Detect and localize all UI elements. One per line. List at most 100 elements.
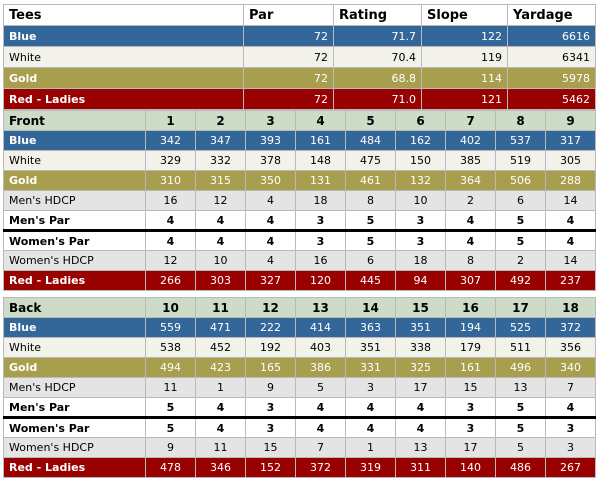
hole-value: 342 (146, 131, 196, 151)
row-label: Women's Par (4, 418, 146, 438)
summary-header-row: Tees Par Rating Slope Yardage (4, 5, 596, 26)
hole-value: 356 (546, 338, 596, 358)
hole-value: 16 (146, 191, 196, 211)
hole-value: 4 (246, 231, 296, 251)
hole-value: 311 (396, 458, 446, 478)
hole-value: 120 (296, 271, 346, 291)
hole-value: 3 (246, 418, 296, 438)
hole-value: 305 (546, 151, 596, 171)
hole-value: 393 (246, 131, 296, 151)
hole-number: 10 (146, 298, 196, 318)
row-label: Women's Par (4, 231, 146, 251)
hole-value: 10 (196, 251, 246, 271)
hole-value: 452 (196, 338, 246, 358)
row-label: Red - Ladies (4, 271, 146, 291)
hole-value: 9 (246, 378, 296, 398)
row-label: Blue (4, 131, 146, 151)
hole-number: 15 (396, 298, 446, 318)
hole-value: 386 (296, 358, 346, 378)
hole-number: 7 (446, 111, 496, 131)
hole-value: 132 (396, 171, 446, 191)
row-label: Women's HDCP (4, 438, 146, 458)
hole-value: 364 (446, 171, 496, 191)
header-slope: Slope (422, 5, 508, 26)
hole-value: 3 (546, 438, 596, 458)
tee-slope: 119 (422, 47, 508, 68)
hole-value: 14 (546, 251, 596, 271)
hole-value: 310 (146, 171, 196, 191)
tee-name: Blue (4, 26, 244, 47)
hole-value: 13 (396, 438, 446, 458)
hole-value: 372 (546, 318, 596, 338)
row-label: Gold (4, 358, 146, 378)
row-label: Men's Par (4, 211, 146, 231)
tee-rating: 71.7 (334, 26, 422, 47)
hole-value: 5 (146, 418, 196, 438)
row-label: White (4, 151, 146, 171)
hole-value: 4 (546, 398, 596, 418)
hole-value: 165 (246, 358, 296, 378)
hole-value: 8 (446, 251, 496, 271)
hole-number: 8 (496, 111, 546, 131)
row-label: Men's HDCP (4, 191, 146, 211)
hole-value: 4 (446, 211, 496, 231)
hole-value: 331 (346, 358, 396, 378)
hole-value: 7 (546, 378, 596, 398)
hole-value: 14 (546, 191, 596, 211)
hole-value: 4 (196, 211, 246, 231)
hole-value: 519 (496, 151, 546, 171)
red-ladies-tee-row: Red - Ladies 266 303 327 120 445 94 307 492 237 (4, 271, 596, 291)
header-yardage: Yardage (508, 5, 596, 26)
hole-value: 303 (196, 271, 246, 291)
hole-value: 4 (546, 231, 596, 251)
hole-number: 11 (196, 298, 246, 318)
hole-value: 148 (296, 151, 346, 171)
hole-value: 3 (246, 398, 296, 418)
hole-value: 192 (246, 338, 296, 358)
tee-rating: 70.4 (334, 47, 422, 68)
hole-value: 4 (246, 191, 296, 211)
tee-par: 72 (244, 26, 334, 47)
hole-value: 4 (196, 231, 246, 251)
hole-value: 15 (446, 378, 496, 398)
hole-value: 4 (446, 231, 496, 251)
tee-summary-table: Tees Par Rating Slope Yardage Blue 72 71… (3, 4, 596, 110)
hole-value: 492 (496, 271, 546, 291)
hole-value: 5 (296, 378, 346, 398)
hole-value: 525 (496, 318, 546, 338)
row-label: Blue (4, 318, 146, 338)
hole-number: 1 (146, 111, 196, 131)
hole-value: 3 (296, 211, 346, 231)
front-title: Front (4, 111, 146, 131)
hole-value: 346 (196, 458, 246, 478)
hole-value: 161 (296, 131, 346, 151)
row-label: Men's HDCP (4, 378, 146, 398)
womens-handicap-row: Women's HDCP 9 11 15 7 1 13 17 5 3 (4, 438, 596, 458)
tee-par: 72 (244, 89, 334, 110)
hole-number: 16 (446, 298, 496, 318)
hole-value: 445 (346, 271, 396, 291)
hole-value: 4 (296, 418, 346, 438)
hole-value: 538 (146, 338, 196, 358)
tee-yardage: 6616 (508, 26, 596, 47)
hole-value: 5 (346, 231, 396, 251)
hole-value: 4 (396, 418, 446, 438)
hole-value: 315 (196, 171, 246, 191)
hole-value: 3 (396, 231, 446, 251)
tee-par: 72 (244, 47, 334, 68)
hole-value: 13 (496, 378, 546, 398)
hole-value: 486 (496, 458, 546, 478)
hole-value: 222 (246, 318, 296, 338)
hole-value: 385 (446, 151, 496, 171)
hole-number: 2 (196, 111, 246, 131)
hole-value: 4 (196, 398, 246, 418)
hole-number: 14 (346, 298, 396, 318)
tee-name: White (4, 47, 244, 68)
tee-par: 72 (244, 68, 334, 89)
hole-number: 6 (396, 111, 446, 131)
row-label: Women's HDCP (4, 251, 146, 271)
header-tees: Tees (4, 5, 244, 26)
hole-value: 461 (346, 171, 396, 191)
blue-tee-row: Blue 342 347 393 161 484 162 402 537 317 (4, 131, 596, 151)
hole-value: 317 (546, 131, 596, 151)
